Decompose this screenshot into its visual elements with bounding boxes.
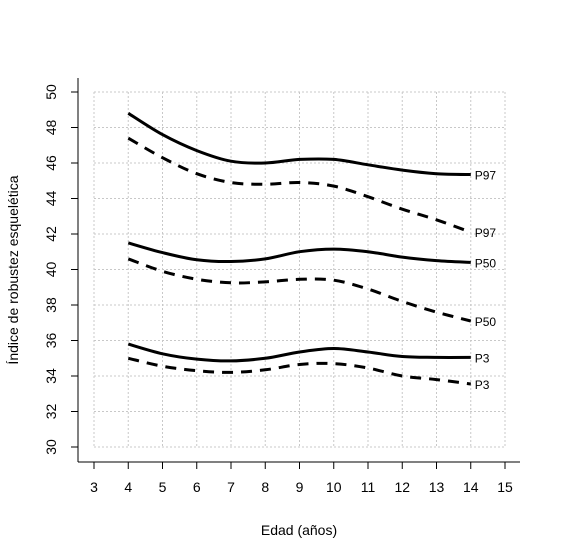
axes: 3 4 5 6 7 8 9 10 11 12 13 14 15303234363840424446485…	[43, 78, 520, 495]
series-label-p3-dashed: P3	[475, 378, 490, 392]
y-tick-label: 48	[43, 120, 59, 136]
x-tick-label: 3	[90, 479, 98, 495]
y-tick-label: 36	[43, 333, 59, 349]
y-tick-label: 44	[43, 191, 59, 207]
series-label-p3-solid: P3	[475, 351, 490, 365]
series-label-p97-solid: P97	[475, 169, 497, 183]
grid	[93, 91, 506, 448]
y-tick-label: 38	[43, 297, 59, 313]
y-tick-label: 50	[43, 84, 59, 100]
y-tick-label: 32	[43, 404, 59, 420]
x-tick-label: 10	[326, 479, 342, 495]
x-tick-label: 12	[394, 479, 410, 495]
curves	[127, 112, 472, 386]
y-tick-label: 34	[43, 368, 59, 384]
x-tick-label: 5	[159, 479, 167, 495]
x-tick-label: 15	[497, 479, 513, 495]
x-tick-label: 9	[296, 479, 304, 495]
x-axis-title: Edad (años)	[261, 522, 337, 538]
series-label-p97-dashed: P97	[475, 226, 497, 240]
series-line-p97-dashed	[127, 136, 472, 234]
y-tick-label: 30	[43, 439, 59, 455]
series-label-p50-solid: P50	[475, 256, 497, 270]
series-line-p3-solid	[127, 342, 471, 363]
x-tick-label: 6	[193, 479, 201, 495]
x-tick-label: 14	[463, 479, 479, 495]
y-axis-title: Índice de robustez esquelética	[5, 175, 21, 364]
series-label-p50-dashed: P50	[475, 315, 497, 329]
x-tick-label: 7	[227, 479, 235, 495]
series-line-p3-dashed	[127, 356, 472, 386]
y-tick-label: 40	[43, 262, 59, 278]
curve-labels: P97 P97 P50 P50 P3 P3	[475, 169, 497, 392]
x-tick-label: 4	[124, 479, 132, 495]
series-line-p97-solid	[127, 112, 471, 176]
y-tick-label: 42	[43, 226, 59, 242]
x-tick-label: 11	[361, 479, 376, 495]
y-tick-label: 46	[43, 155, 59, 171]
x-tick-label: 8	[261, 479, 269, 495]
x-tick-label: 13	[429, 479, 445, 495]
series-line-p50-dashed	[127, 257, 472, 323]
series-line-p50-solid	[127, 241, 471, 264]
